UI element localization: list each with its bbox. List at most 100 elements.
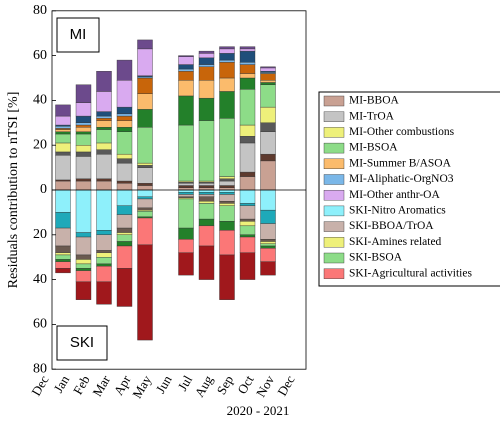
bar-segment bbox=[260, 82, 276, 85]
bar-segment bbox=[55, 104, 71, 117]
bar-segment bbox=[260, 73, 276, 81]
y-tick-label: 80 bbox=[33, 3, 47, 18]
bar-segment bbox=[96, 252, 112, 258]
bar-segment bbox=[116, 189, 133, 206]
legend-swatch bbox=[323, 127, 345, 138]
x-tick-label: Sep bbox=[213, 373, 236, 397]
bar-segment bbox=[198, 185, 215, 188]
bar-segment bbox=[96, 234, 112, 251]
bar-segment bbox=[137, 93, 153, 110]
bar-segment bbox=[116, 183, 133, 191]
bar-segment bbox=[198, 200, 215, 204]
bar-segment bbox=[116, 80, 133, 108]
bar-segment bbox=[239, 46, 256, 50]
y-tick-label: 60 bbox=[33, 48, 47, 63]
bar-segment bbox=[260, 241, 276, 244]
bar-segment bbox=[75, 236, 92, 256]
bar-segment bbox=[198, 194, 215, 197]
x-axis-label: 2020 - 2021 bbox=[227, 403, 290, 418]
bar-segment bbox=[198, 218, 215, 227]
bar-segment bbox=[96, 115, 112, 119]
bar-segment bbox=[75, 131, 92, 135]
bar-segment bbox=[55, 189, 71, 213]
bar-segment bbox=[260, 160, 276, 191]
bar-segment bbox=[55, 252, 71, 256]
bar-segment bbox=[116, 115, 133, 121]
bar-segment bbox=[116, 59, 133, 81]
bar-segment bbox=[219, 180, 235, 186]
legend-label: SKI-Amines related bbox=[349, 236, 442, 248]
bar-segment bbox=[239, 203, 256, 206]
bar-segment bbox=[178, 198, 194, 229]
legend-swatch bbox=[323, 142, 345, 154]
bar-segment bbox=[116, 234, 133, 242]
bar-segment bbox=[96, 230, 112, 236]
bar-segment bbox=[219, 59, 235, 63]
bar-segment bbox=[55, 212, 71, 229]
bar-segment bbox=[239, 62, 256, 65]
bar-segment bbox=[260, 223, 276, 240]
bar-segment bbox=[219, 178, 235, 182]
bar-segment bbox=[219, 221, 235, 231]
bar-segment bbox=[55, 254, 71, 260]
bar-segment bbox=[96, 250, 112, 253]
bar-segment bbox=[239, 77, 256, 90]
bar-segment bbox=[178, 227, 194, 240]
bar-segment bbox=[137, 165, 153, 168]
bar-segment bbox=[198, 53, 215, 59]
bar-segment bbox=[198, 50, 215, 54]
bar-segment bbox=[75, 102, 92, 117]
bar-segment bbox=[137, 185, 153, 191]
legend-swatch bbox=[323, 158, 345, 170]
legend-swatch bbox=[323, 174, 345, 185]
bar-segment bbox=[96, 71, 112, 92]
x-tick-label: Mar bbox=[89, 372, 113, 399]
bar-segment bbox=[178, 252, 194, 276]
bar-segment bbox=[75, 156, 92, 179]
bar-segment bbox=[219, 230, 235, 256]
legend-swatch bbox=[323, 189, 345, 201]
bar-segment bbox=[239, 176, 256, 191]
bar-segment bbox=[96, 265, 112, 283]
bar-segment bbox=[137, 198, 153, 209]
bar-segment bbox=[75, 180, 92, 191]
legend-label: SKI-BSOA bbox=[349, 252, 403, 264]
bar-segment bbox=[75, 232, 92, 238]
bar-segment bbox=[55, 227, 71, 247]
y-tick-label: 40 bbox=[33, 272, 47, 287]
bar-segment bbox=[260, 84, 276, 108]
bar-segment bbox=[75, 127, 92, 132]
bar-segment bbox=[219, 91, 235, 119]
bar-segment bbox=[116, 232, 133, 235]
x-tick-label: Feb bbox=[70, 373, 93, 397]
bar-segment bbox=[178, 194, 194, 197]
bar-segment bbox=[55, 129, 71, 132]
bar-segment bbox=[55, 261, 71, 269]
bar-segment bbox=[260, 245, 276, 249]
bar-segment bbox=[178, 56, 194, 65]
bar-segment bbox=[239, 221, 256, 227]
bar-segment bbox=[260, 243, 276, 247]
bar-segment bbox=[116, 127, 133, 132]
bar-segment bbox=[55, 125, 71, 129]
bar-segment bbox=[260, 261, 276, 276]
top-label: MI bbox=[70, 26, 87, 43]
bar-segment bbox=[239, 189, 256, 204]
bar-segment bbox=[96, 149, 112, 155]
bar-segment bbox=[96, 118, 112, 121]
x-tick-label: Aug bbox=[191, 372, 215, 399]
bar-segment bbox=[219, 62, 235, 79]
bar-segment bbox=[96, 142, 112, 150]
bar-segment bbox=[55, 259, 71, 262]
bar-segment bbox=[116, 205, 133, 215]
bar-segment bbox=[198, 57, 215, 65]
bottom-label: SKI bbox=[70, 334, 94, 351]
x-tick-label: Dec bbox=[274, 373, 298, 399]
bar-segment bbox=[55, 245, 71, 253]
bar-segment bbox=[75, 281, 92, 300]
y-tick-label: 20 bbox=[33, 227, 47, 242]
y-axis-label: Residuals contribution to nTSI [%] bbox=[6, 92, 21, 289]
bar-segment bbox=[96, 153, 112, 180]
bar-segment bbox=[96, 178, 112, 182]
bar-segment bbox=[96, 257, 112, 265]
